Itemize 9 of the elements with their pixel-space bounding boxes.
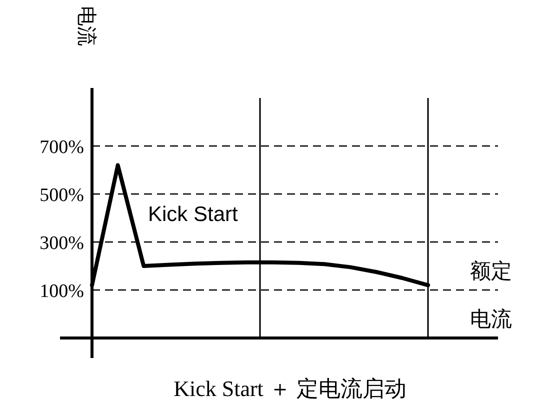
y-tick-label: 700% xyxy=(40,137,84,158)
y-tick-label: 300% xyxy=(40,233,84,254)
annotation: Kick Start xyxy=(148,203,238,226)
text: 额定 xyxy=(470,259,512,283)
x-axis-title: Kick Start ＋ 定电流启动 xyxy=(174,376,406,401)
y-axis-title: 电流 xyxy=(75,6,99,46)
y-tick-label: 500% xyxy=(40,185,84,206)
y-tick-label: 100% xyxy=(40,281,84,302)
text: 电流 xyxy=(470,307,512,331)
